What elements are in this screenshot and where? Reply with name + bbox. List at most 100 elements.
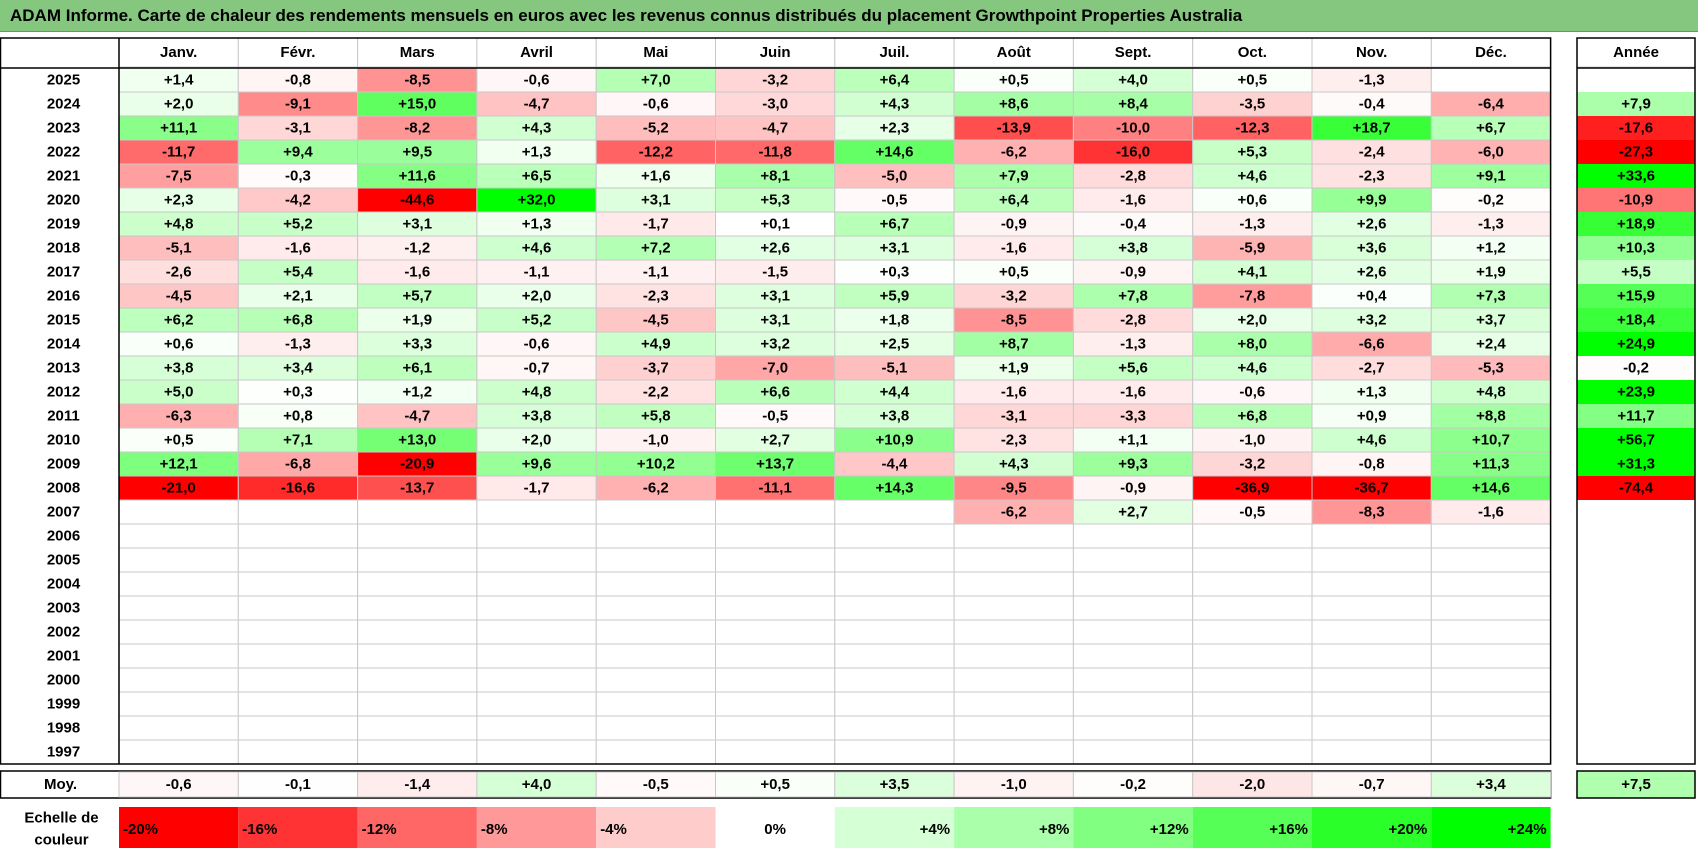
heat-cell	[595, 667, 717, 693]
heat-cell-value: -0,6	[524, 72, 550, 89]
heat-cell	[1430, 163, 1552, 189]
heat-cell	[953, 307, 1074, 333]
heat-cell	[1192, 619, 1313, 645]
annual-cell-value: +31,3	[1617, 456, 1655, 473]
heat-cell	[834, 379, 955, 405]
heat-cell-value: +0,6	[1238, 192, 1268, 209]
heat-cell-value: +8,7	[999, 336, 1029, 353]
heat-cell	[357, 379, 478, 405]
heat-cell-value: +1,1	[1118, 432, 1148, 449]
heat-cell-value: -0,4	[1120, 216, 1147, 233]
heat-cell-value: +1,9	[402, 312, 432, 329]
heat-cell-value: -3,7	[643, 360, 669, 377]
heat-cell	[357, 691, 478, 717]
heat-cell-value: -5,9	[1239, 240, 1265, 257]
heat-cell-value: -1,3	[1478, 216, 1504, 233]
average-cell	[1072, 771, 1194, 798]
heat-cell	[476, 355, 597, 381]
heat-cell	[237, 547, 359, 573]
heat-cell	[1430, 643, 1552, 669]
heat-cell-value: -1,6	[1001, 384, 1027, 401]
heat-cell	[834, 523, 955, 549]
annual-header: Année	[1613, 44, 1659, 61]
year-label: 2002	[47, 624, 80, 641]
heat-cell-value: +3,8	[1118, 240, 1148, 257]
heat-cell-value: +3,3	[402, 336, 432, 353]
annual-cell-value: -27,3	[1619, 144, 1653, 161]
heat-cell-value: +2,1	[283, 288, 313, 305]
heat-cell	[834, 691, 955, 717]
annual-cell-value: +15,9	[1617, 288, 1655, 305]
color-scale-swatch	[596, 807, 716, 848]
heat-cell-value: +2,6	[1357, 216, 1387, 233]
heat-cell	[237, 259, 359, 285]
heat-cell	[476, 187, 597, 213]
heat-cell	[834, 739, 955, 765]
color-scale-step-label: +16%	[1269, 821, 1308, 838]
average-cell	[715, 771, 836, 798]
heat-cell	[715, 235, 836, 261]
heat-cell	[834, 235, 955, 261]
color-scale-swatch	[476, 807, 597, 848]
heat-cell-value: -0,9	[1001, 216, 1027, 233]
heat-cell-value: +4,1	[1238, 264, 1268, 281]
heat-cell-value: -0,6	[1239, 384, 1265, 401]
color-scale-step-label: -12%	[362, 821, 397, 838]
annual-cell	[1577, 92, 1695, 116]
heat-cell-value: -1,0	[1239, 432, 1265, 449]
heat-cell-value: -2,3	[643, 288, 669, 305]
heat-cell	[118, 211, 239, 237]
heat-cell-value: -0,5	[882, 192, 908, 209]
heat-cell	[595, 331, 717, 357]
heat-cell-value: -0,6	[643, 96, 669, 113]
annual-cell	[1577, 332, 1695, 356]
month-header: Avril	[520, 44, 553, 61]
heat-cell-value: -5,1	[882, 360, 908, 377]
heat-cell	[237, 619, 359, 645]
heat-cell	[237, 91, 359, 117]
heat-cell-value: +12,1	[160, 456, 198, 473]
heat-cell-value: -1,3	[1120, 336, 1146, 353]
heat-cell	[118, 499, 239, 525]
heat-cell-value: -1,6	[1120, 192, 1146, 209]
heat-cell	[476, 91, 597, 117]
heat-cell	[1192, 187, 1313, 213]
month-header-cell	[834, 37, 955, 68]
heat-cell-value: -11,1	[758, 480, 791, 497]
heat-cell-value: +2,0	[1238, 312, 1268, 329]
heat-cell-value: +18,7	[1353, 120, 1391, 137]
heat-cell	[834, 67, 955, 93]
heat-cell	[476, 427, 597, 453]
annual-cell	[1577, 356, 1695, 380]
heat-cell-value: -3,1	[285, 120, 311, 137]
year-label: 2017	[47, 264, 80, 281]
heat-cell	[476, 619, 597, 645]
heat-cell	[1072, 667, 1194, 693]
heat-cell	[834, 451, 955, 477]
heat-cell	[595, 259, 717, 285]
heat-cell	[118, 187, 239, 213]
heat-cell-value: -13,7	[400, 480, 434, 497]
heat-cell	[1311, 475, 1432, 501]
average-cell	[237, 771, 359, 798]
year-label: 2006	[47, 528, 80, 545]
annual-cell	[1577, 596, 1695, 620]
heat-cell	[834, 331, 955, 357]
heat-cell	[1072, 499, 1194, 525]
heat-cell	[1072, 355, 1194, 381]
heat-cell	[715, 715, 836, 741]
heat-cell-value: -4,7	[404, 408, 430, 425]
heat-cell	[237, 67, 359, 93]
heat-cell	[1311, 451, 1432, 477]
heat-cell-value: -5,0	[882, 168, 908, 185]
heat-cell-value: -13,9	[997, 120, 1031, 137]
year-label: 2022	[47, 144, 80, 161]
heat-cell-value: +3,6	[1357, 240, 1387, 257]
year-label: 2004	[47, 576, 81, 593]
heat-cell-value: -1,6	[404, 264, 430, 281]
heat-cell	[1311, 427, 1432, 453]
heat-cell	[595, 91, 717, 117]
heat-cell-value: +2,6	[1357, 264, 1387, 281]
heat-cell	[1311, 619, 1432, 645]
heat-cell	[715, 619, 836, 645]
